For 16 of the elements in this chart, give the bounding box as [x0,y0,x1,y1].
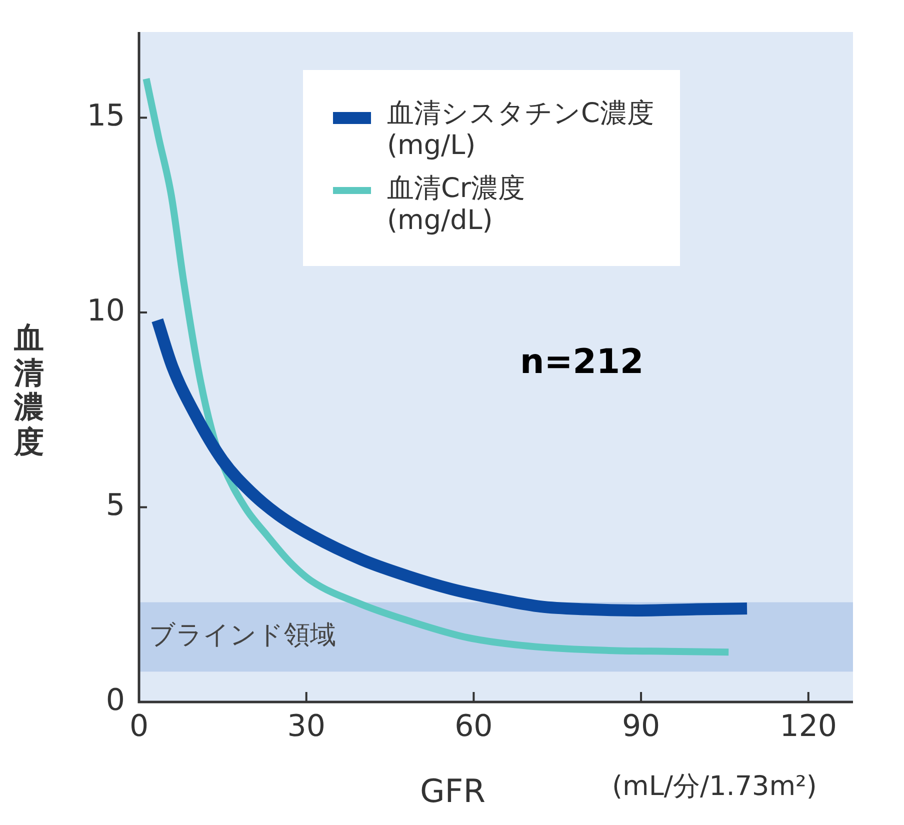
annotation: n=212 [520,342,644,382]
legend-label: 血清Cr濃度 (mg/dL) [387,172,525,238]
y-tick-label: 0 [106,682,125,718]
band-label: ブラインド領域 [149,620,336,651]
y-axis-title: 血清濃度 [12,321,45,460]
x-tick-label: 30 [287,708,326,744]
legend-label: 血清シスタチンC濃度 (mg/L) [387,98,654,163]
y-tick-label: 10 [86,293,125,328]
x-tick-label: 120 [780,708,838,744]
x-axis-title: GFR [420,772,486,810]
y-tick-label: 15 [86,98,125,134]
text: (mL/分/1.73m²) [612,770,817,804]
x-tick-label: 60 [454,708,493,744]
y-tick-label: 5 [106,488,125,524]
x-tick-label: 0 [129,708,149,744]
x-tick-label: 90 [622,708,660,744]
